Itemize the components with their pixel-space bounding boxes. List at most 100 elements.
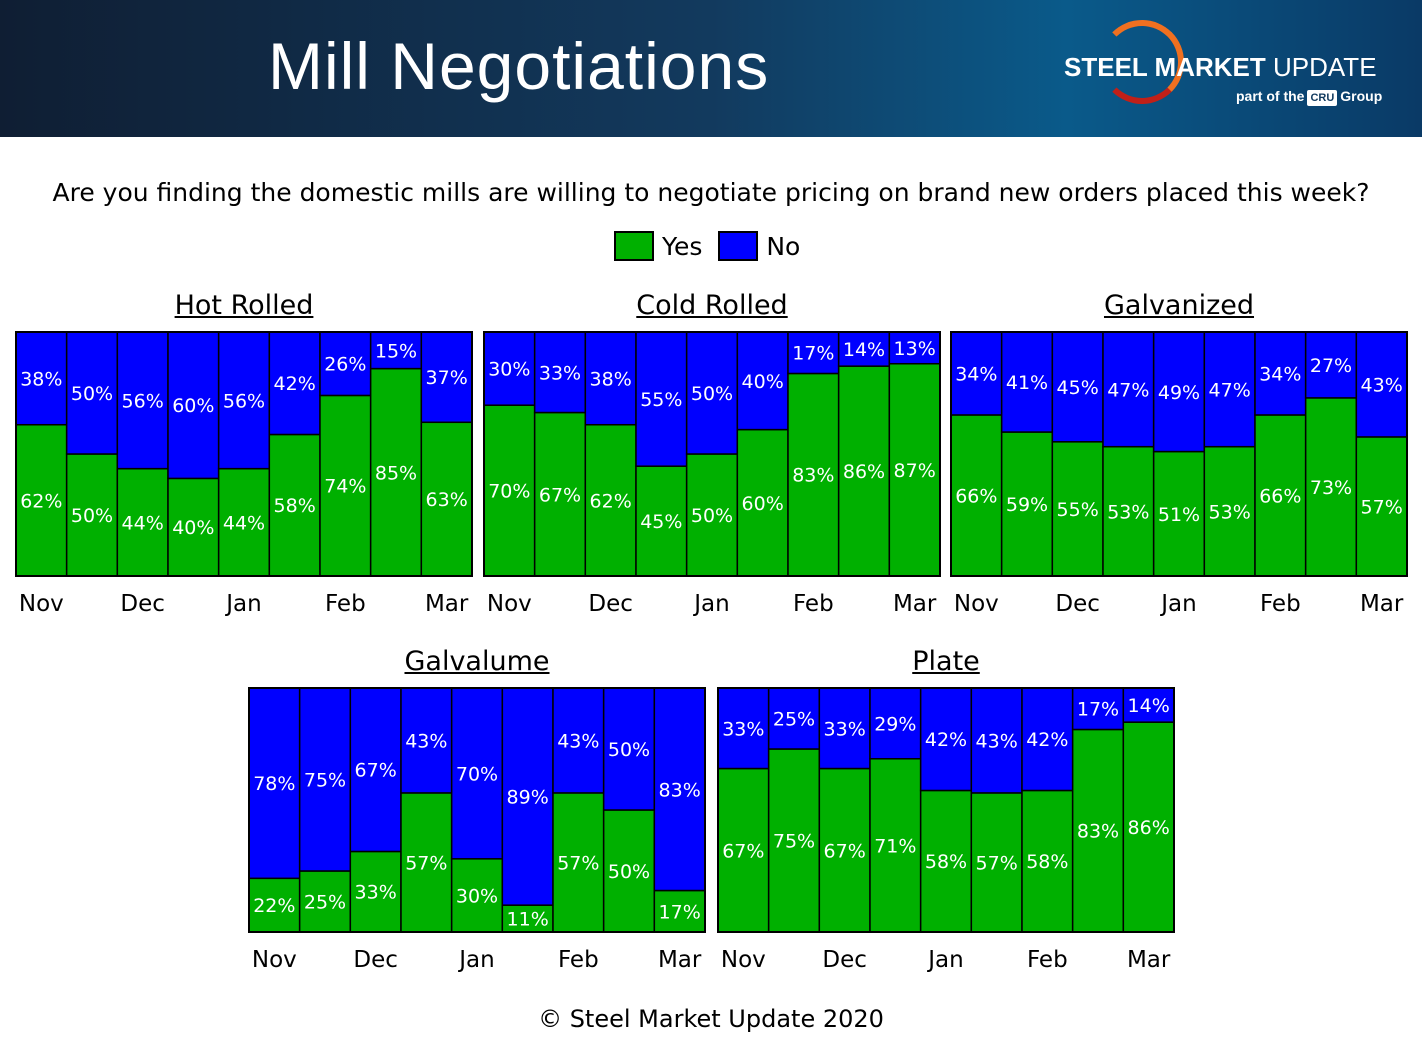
data-label-no: 42% — [1026, 729, 1068, 751]
data-label-no: 55% — [640, 389, 682, 411]
bar-yes — [319, 394, 372, 577]
data-label-yes: 67% — [539, 484, 581, 506]
data-label-no: 43% — [557, 730, 599, 752]
data-label-no: 89% — [507, 787, 549, 809]
chart-svg: 62% 38% 50% 50% 44% 56% 40% 60% 44% 56% 58% 42% 74% 2… — [15, 331, 473, 617]
data-label-yes: 50% — [608, 861, 650, 883]
bar-no — [888, 331, 941, 365]
data-label-no: 43% — [405, 730, 447, 752]
data-label-yes: 25% — [304, 892, 346, 914]
legend: Yes No — [614, 231, 800, 261]
bar-yes — [15, 423, 68, 577]
bar-yes — [1102, 445, 1155, 577]
header-banner: Mill Negotiations STEEL MARKET UPDATE pa… — [0, 0, 1422, 137]
bar-no — [65, 331, 119, 455]
data-label-no: 17% — [792, 343, 834, 365]
logo-text-light: UPDATE — [1273, 52, 1377, 82]
x-tick-label: Mar — [1360, 591, 1404, 617]
data-label-no: 25% — [773, 709, 815, 731]
data-label-no: 60% — [172, 395, 214, 417]
data-label-yes: 71% — [874, 835, 916, 857]
plot-border — [15, 331, 473, 577]
bar-no — [533, 331, 587, 414]
bar-yes — [400, 792, 453, 933]
data-label-no: 30% — [488, 359, 530, 381]
bar-yes — [888, 362, 941, 577]
bar-no — [717, 687, 770, 770]
bar-no — [1000, 331, 1054, 433]
page-title: Mill Negotiations — [268, 29, 770, 103]
cru-badge: CRU — [1307, 90, 1338, 106]
data-label-no: 14% — [843, 339, 885, 361]
bar-no — [167, 331, 220, 480]
bar-no — [1355, 331, 1408, 438]
bar-no — [950, 331, 1003, 416]
chart-title: Hot Rolled — [174, 290, 314, 321]
data-label-yes: 50% — [71, 505, 113, 527]
chart-title: Plate — [912, 646, 980, 677]
chart-title: Galvalume — [404, 646, 550, 677]
data-label-yes: 58% — [925, 851, 967, 873]
data-label-yes: 22% — [253, 895, 295, 917]
data-label-yes: 40% — [172, 517, 214, 539]
data-label-no: 45% — [1057, 377, 1099, 399]
data-label-no: 40% — [742, 371, 784, 393]
data-label-no: 38% — [590, 368, 632, 390]
data-label-yes: 50% — [691, 505, 733, 527]
bar-no — [248, 687, 301, 880]
logo-text-bold: STEEL MARKET — [1064, 52, 1266, 82]
data-label-yes: 57% — [1361, 496, 1403, 518]
data-label-yes: 57% — [405, 852, 447, 874]
data-label-yes: 62% — [20, 490, 62, 512]
data-label-yes: 57% — [976, 852, 1018, 874]
data-label-yes: 53% — [1209, 501, 1251, 523]
data-label-no: 42% — [274, 373, 316, 395]
data-label-no: 56% — [122, 390, 164, 412]
bar-no — [1102, 331, 1155, 448]
bar-yes — [1254, 414, 1307, 577]
data-label-no: 41% — [1006, 372, 1048, 394]
bar-yes — [837, 365, 891, 577]
bar-no — [268, 331, 321, 436]
bar-yes — [1304, 397, 1358, 577]
data-label-no: 17% — [1077, 699, 1119, 721]
data-label-no: 13% — [894, 338, 936, 360]
data-label-yes: 17% — [659, 901, 701, 923]
bar-yes — [685, 453, 739, 577]
data-label-no: 78% — [253, 773, 295, 795]
plot-border — [248, 687, 706, 933]
data-label-yes: 67% — [722, 840, 764, 862]
data-label-no: 33% — [722, 718, 764, 740]
x-tick-label: Dec — [588, 591, 633, 617]
data-label-yes: 67% — [824, 840, 866, 862]
bar-yes — [450, 858, 504, 933]
data-label-yes: 59% — [1006, 494, 1048, 516]
steel-market-update-logo: STEEL MARKET UPDATE part of the CRU Group — [1060, 18, 1400, 118]
x-tick-label: Feb — [558, 947, 599, 973]
data-label-yes: 57% — [557, 852, 599, 874]
data-label-no: 15% — [375, 340, 417, 362]
data-label-yes: 60% — [742, 493, 784, 515]
x-tick-label: Jan — [224, 591, 261, 617]
data-label-no: 83% — [659, 779, 701, 801]
bar-yes — [420, 421, 473, 577]
data-label-yes: 83% — [1077, 821, 1119, 843]
chart-title: Cold Rolled — [636, 290, 788, 321]
data-label-yes: 58% — [1026, 851, 1068, 873]
legend-label-no: No — [766, 231, 801, 261]
bar-no — [450, 687, 504, 860]
x-tick-label: Nov — [721, 947, 766, 973]
data-label-yes: 70% — [488, 481, 530, 503]
bar-no — [116, 331, 169, 470]
bar-yes — [298, 870, 352, 933]
legend-label-yes: Yes — [662, 231, 703, 261]
x-tick-label: Jan — [692, 591, 729, 617]
data-label-no: 14% — [1128, 695, 1170, 717]
x-tick-label: Mar — [893, 591, 937, 617]
bar-no — [552, 687, 605, 794]
data-label-yes: 74% — [324, 476, 366, 498]
x-tick-label: Dec — [353, 947, 398, 973]
bar-yes — [483, 404, 536, 577]
data-label-no: 56% — [223, 390, 265, 412]
data-label-no: 38% — [20, 368, 62, 390]
